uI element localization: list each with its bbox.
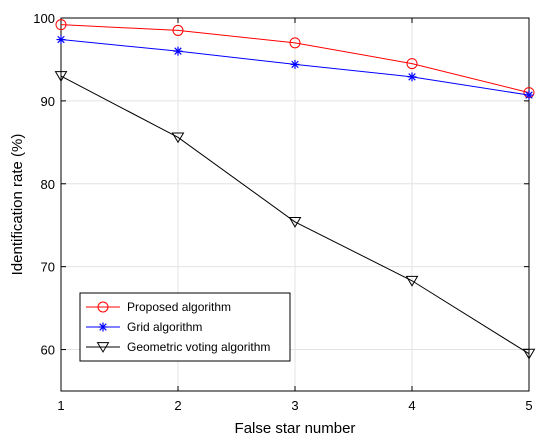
data-point-geometric-voting-algorithm — [405, 275, 419, 287]
x-tick-label: 3 — [291, 398, 298, 413]
legend-label: Grid algorithm — [127, 320, 202, 334]
data-point-proposed-algorithm — [55, 19, 67, 31]
y-tick-label: 80 — [41, 177, 55, 192]
y-axis-label: Identification rate (%) — [9, 134, 26, 276]
series-proposed-algorithm — [55, 19, 535, 99]
data-point-grid-algorithm — [524, 90, 534, 100]
legend-item-grid-algorithm: Grid algorithm — [86, 320, 202, 334]
series-geometric-voting-algorithm — [54, 71, 536, 360]
legend-marker — [96, 342, 110, 353]
data-point-proposed-algorithm — [172, 24, 184, 36]
y-tick-label: 60 — [41, 343, 55, 358]
data-point-geometric-voting-algorithm — [171, 132, 185, 144]
series-line-proposed-algorithm — [60, 24, 530, 94]
x-tick-label: 2 — [174, 398, 181, 413]
legend-label: Geometric voting algorithm — [127, 340, 270, 354]
y-tick-label: 90 — [41, 94, 55, 109]
series-grid-algorithm — [56, 35, 534, 100]
x-tick-label: 4 — [408, 398, 415, 413]
x-tick-label: 1 — [57, 398, 64, 413]
y-tick-label: 100 — [33, 11, 55, 26]
series-line-geometric-voting-algorithm — [60, 75, 530, 355]
data-point-grid-algorithm — [407, 72, 417, 82]
x-tick-label: 5 — [525, 398, 532, 413]
legend-item-proposed-algorithm: Proposed algorithm — [86, 300, 231, 314]
data-point-proposed-algorithm — [289, 37, 301, 49]
data-point-geometric-voting-algorithm — [288, 217, 302, 228]
data-point-geometric-voting-algorithm — [54, 71, 68, 82]
legend-marker — [98, 322, 108, 332]
x-axis-label: False star number — [235, 420, 356, 437]
data-point-grid-algorithm — [56, 35, 66, 45]
legend-label: Proposed algorithm — [127, 300, 231, 314]
data-point-proposed-algorithm — [406, 58, 418, 70]
axis-ticks: 1 2 3 4 5 60 70 80 90 100 — [33, 11, 532, 413]
legend-item-geometric-voting-algorithm: Geometric voting algorithm — [86, 340, 270, 354]
data-point-geometric-voting-algorithm — [522, 348, 536, 360]
data-point-grid-algorithm — [290, 59, 300, 69]
legend: Proposed algorithm Grid algorithm Geometri… — [79, 292, 291, 362]
data-point-grid-algorithm — [173, 46, 183, 56]
legend-marker — [97, 301, 109, 313]
y-tick-label: 70 — [41, 260, 55, 275]
series-group — [54, 19, 536, 360]
